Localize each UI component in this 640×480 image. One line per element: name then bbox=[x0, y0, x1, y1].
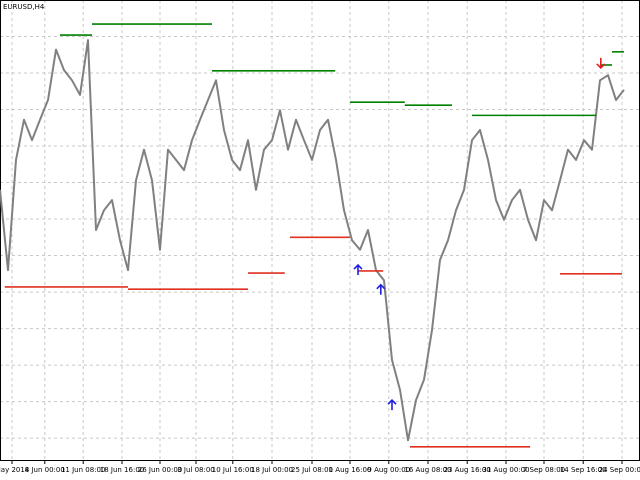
x-tick-label: 26 Jun 00:00 bbox=[138, 466, 182, 474]
x-tick-label: 14 Sep 16:00 bbox=[560, 466, 607, 474]
x-tick-label: 3 Jul 08:00 bbox=[177, 466, 215, 474]
x-tick-label: 31 Aug 00:00 bbox=[482, 466, 529, 474]
chart-title: EURUSD,H4 bbox=[3, 3, 45, 11]
signal-arrow bbox=[387, 398, 397, 411]
x-tick-label: 16 Aug 08:00 bbox=[404, 466, 451, 474]
x-tick-label: 10 Jul 16:00 bbox=[212, 466, 254, 474]
x-tick-label: 11 Jun 08:00 bbox=[61, 466, 105, 474]
x-tick-label: 18 Jun 16:00 bbox=[100, 466, 144, 474]
signal-arrow bbox=[376, 283, 386, 295]
x-tick-label: May 2018 bbox=[0, 466, 29, 474]
signal-arrow bbox=[353, 263, 363, 276]
x-tick-label: 1 Aug 16:00 bbox=[329, 466, 372, 474]
price-line bbox=[0, 39, 625, 442]
x-tick-label: 23 Aug 16:00 bbox=[444, 466, 491, 474]
x-tick-label: 25 Jul 08:00 bbox=[291, 466, 333, 474]
x-tick-label: 7 Sep 08:00 bbox=[523, 466, 565, 474]
x-tick-label: 9 Aug 00:00 bbox=[367, 466, 410, 474]
signal-arrow bbox=[596, 57, 606, 70]
x-tick-label: 24 Sep 00:00 bbox=[599, 466, 640, 474]
x-tick-label: 4 Jun 00:00 bbox=[25, 466, 65, 474]
x-tick-label: 18 Jul 00:00 bbox=[251, 466, 293, 474]
